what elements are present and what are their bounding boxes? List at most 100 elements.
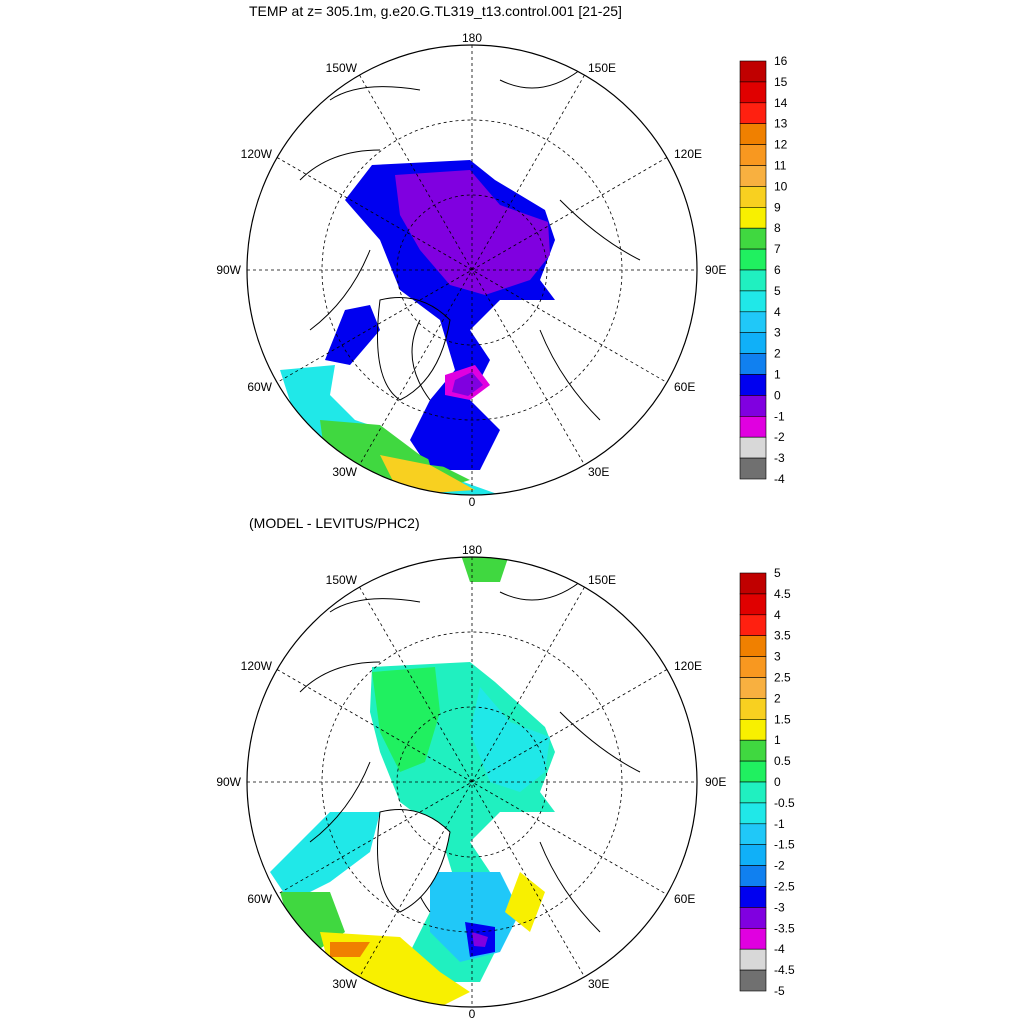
top-colorbar-label: 6 (774, 263, 781, 277)
bottom-colorbar-label: -0.5 (774, 796, 795, 810)
top-colorbar-label: 16 (774, 54, 788, 68)
bottom-lon-label: 30E (588, 977, 609, 991)
bottom-panel-title: (MODEL - LEVITUS/PHC2) (249, 515, 420, 531)
bottom-colorbar-swatch (739, 781, 767, 804)
top-colorbar-swatch (739, 165, 767, 187)
top-colorbar-swatch (739, 81, 767, 104)
bottom-colorbar-swatch (739, 698, 767, 720)
top-lon-label: 30E (588, 465, 609, 479)
top-colorbar-swatch (739, 374, 767, 396)
bottom-colorbar-label: -3 (774, 900, 785, 914)
bottom-map-boundary (246, 556, 698, 1008)
bottom-colorbar-label: -5 (774, 984, 785, 998)
bottom-colorbar-swatch (739, 719, 767, 741)
bottom-lon-label: 60E (674, 892, 695, 906)
bottom-colorbar-label: -4 (774, 942, 785, 956)
bottom-colorbar-label: -1 (774, 817, 785, 831)
top-colorbar-label: 11 (774, 159, 787, 173)
bottom-colorbar-swatch (739, 907, 767, 929)
bottom-colorbar-swatch (739, 886, 767, 908)
bottom-colorbar-label: -2.5 (774, 880, 795, 894)
top-colorbar-label: 5 (774, 284, 781, 298)
top-colorbar-swatch (739, 415, 767, 438)
bottom-lon-label: 150W (326, 573, 358, 587)
top-colorbar-swatch (739, 436, 767, 459)
top-colorbar-swatch (739, 269, 767, 292)
bottom-map-panel: 180 150W 150E 120W 120E 90W 90E 60W 60E 30W 30E 0 5… (0, 512, 1024, 1024)
bottom-colorbar-swatch (739, 677, 767, 699)
bottom-colorbar-swatch (739, 760, 767, 783)
bottom-colorbar-label: 0 (774, 775, 781, 789)
bottom-colorbar-label: 3 (774, 650, 781, 664)
bottom-colorbar-label: 1.5 (774, 712, 791, 726)
top-colorbar-label: 14 (774, 96, 788, 110)
bottom-map-field (270, 557, 641, 1007)
top-colorbar-label: 10 (774, 179, 788, 193)
top-lon-label: 60E (674, 380, 695, 394)
bottom-lon-label: 60W (247, 892, 272, 906)
bottom-lon-label: 180 (462, 543, 482, 557)
top-colorbar-swatch (739, 102, 767, 125)
bottom-colorbar-swatch (739, 656, 767, 678)
bottom-colorbar-swatch (739, 572, 767, 595)
top-lon-label: 120E (674, 147, 702, 161)
top-map-panel: 180 150W 150E 120W 120E 90W 90E 60W 60E 30W 30E 0 1… (216, 31, 788, 509)
bottom-lon-label: 120W (241, 659, 273, 673)
bottom-polar-map: 180 150W 150E 120W 120E 90W 90E 60W 60E 30W 30E 0 5… (216, 543, 795, 1021)
bottom-colorbar: 5 4.5 4 3.5 3 2.5 2 1.5 1 0.5 0 -0.5 -1 -1.5 -2 -2.5 -3 -… (739, 566, 795, 998)
bottom-lon-label: 90E (705, 775, 726, 789)
bottom-colorbar-label: 2.5 (774, 671, 791, 685)
top-colorbar-label: 15 (774, 75, 788, 89)
top-colorbar-swatch (739, 144, 767, 166)
bottom-colorbar-swatch (739, 614, 767, 637)
top-colorbar-label: 12 (774, 138, 788, 152)
top-map-field (280, 69, 641, 495)
bottom-colorbar-label: 1 (774, 733, 781, 747)
top-colorbar-label: 0 (774, 388, 781, 402)
bottom-colorbar-label: -2 (774, 859, 785, 873)
bottom-colorbar-label: 2 (774, 691, 781, 705)
top-lon-label: 150E (588, 61, 616, 75)
top-colorbar-label: 8 (774, 221, 781, 235)
top-colorbar-swatch (739, 290, 767, 313)
bottom-colorbar-swatch (739, 865, 767, 887)
top-colorbar-label: -3 (774, 451, 785, 465)
top-colorbar-swatch (739, 353, 767, 375)
bottom-colorbar-swatch (739, 635, 767, 657)
top-lon-label: 180 (462, 31, 482, 45)
top-colorbar-swatch (739, 457, 767, 480)
bottom-colorbar-label: 4 (774, 608, 781, 622)
bottom-colorbar-swatch (739, 927, 767, 950)
top-graticule (247, 45, 697, 495)
bottom-lon-label: 90W (216, 775, 241, 789)
top-colorbar-label: 2 (774, 347, 781, 361)
top-lon-label: 90E (705, 263, 726, 277)
bottom-lon-label: 150E (588, 573, 616, 587)
top-colorbar-swatch (739, 207, 767, 229)
bottom-colorbar-swatch (739, 969, 767, 992)
bottom-colorbar-swatch (739, 823, 767, 845)
top-lon-label: 60W (247, 380, 272, 394)
top-colorbar-label: 13 (774, 117, 788, 131)
bottom-colorbar-swatch (739, 948, 767, 971)
bottom-graticule (247, 557, 697, 1007)
top-colorbar-swatch (739, 395, 767, 417)
bottom-lon-label: 120E (674, 659, 702, 673)
top-lon-label: 150W (326, 61, 358, 75)
top-colorbar-swatch (739, 123, 767, 145)
bottom-colorbar-label: 0.5 (774, 754, 791, 768)
top-colorbar-swatch (739, 227, 767, 250)
top-colorbar-swatch (739, 332, 767, 354)
top-colorbar-label: 3 (774, 326, 781, 340)
bottom-lon-label: 0 (469, 1007, 476, 1021)
top-colorbar-label: 4 (774, 305, 781, 319)
top-colorbar-label: 9 (774, 200, 781, 214)
top-colorbar-swatch (739, 248, 767, 271)
bottom-colorbar-label: -3.5 (774, 921, 795, 935)
top-colorbar-label: -4 (774, 472, 785, 486)
bottom-lon-label: 30W (332, 977, 357, 991)
bottom-colorbar-swatch (739, 802, 767, 825)
bottom-colorbar-label: 4.5 (774, 587, 791, 601)
top-map-boundary (246, 44, 698, 496)
